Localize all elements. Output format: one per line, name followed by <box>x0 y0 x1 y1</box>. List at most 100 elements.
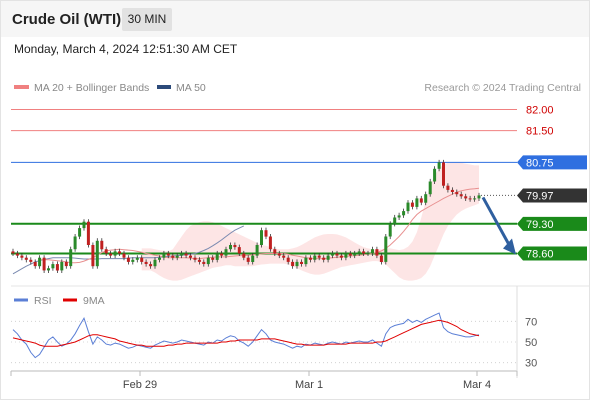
candle-body <box>308 257 312 260</box>
candle-body <box>433 168 437 182</box>
rsi-tick-label: 70 <box>525 316 537 328</box>
candle-body <box>415 198 419 207</box>
candle-body <box>149 264 153 267</box>
candle-body <box>371 249 374 254</box>
candle-body <box>450 189 454 192</box>
level-label: 80.75 <box>526 157 554 169</box>
candle-body <box>459 194 463 197</box>
rsi-panel: 70 50 30 <box>11 312 537 370</box>
candle-body <box>300 261 303 264</box>
candle-body <box>331 253 334 256</box>
candle-body <box>277 253 281 256</box>
x-tick-label: Feb 29 <box>123 379 157 391</box>
rsi-series-9MA <box>12 319 480 347</box>
level-tag-80.75: 80.75 <box>517 155 587 170</box>
candle-body <box>304 257 308 265</box>
level-tag-79.30: 79.30 <box>517 216 587 231</box>
datetime-label: Monday, March 4, 2024 12:51:30 AM CET <box>14 42 238 56</box>
candle-body <box>428 181 432 195</box>
candle-body <box>464 196 468 199</box>
x-tick-label: Mar 4 <box>463 379 491 391</box>
candle-body <box>375 249 379 256</box>
candle-body <box>282 255 286 258</box>
instrument-title: Crude Oil (WTI) <box>12 11 122 28</box>
candle-body <box>397 215 401 218</box>
level-label: 79.97 <box>526 190 554 202</box>
candle-body <box>184 253 188 256</box>
candle-body <box>446 185 450 190</box>
candle-body <box>339 255 343 258</box>
rsi-tick-label: 30 <box>525 358 537 370</box>
candle-body <box>353 253 357 256</box>
candle-body <box>60 261 64 271</box>
candle-body <box>406 202 410 212</box>
level-label: 81.50 <box>526 126 554 138</box>
candle-body <box>468 198 472 200</box>
candle-body <box>362 251 366 254</box>
candle-body <box>86 221 90 245</box>
candle-body <box>317 255 321 258</box>
candle-body <box>255 245 259 256</box>
candle-body <box>126 257 130 262</box>
candle-body <box>215 253 219 260</box>
candle-body <box>366 253 370 255</box>
candle-body <box>442 162 445 186</box>
candle-body <box>118 251 121 254</box>
candle-body <box>357 251 361 254</box>
candle-body <box>197 259 201 262</box>
candle-body <box>33 261 37 267</box>
level-label: 79.30 <box>526 219 554 231</box>
level-tag-81.50: 81.50 <box>526 126 554 138</box>
candle-body <box>260 230 263 245</box>
x-axis: Feb 29 Mar 1 Mar 4 <box>10 371 518 391</box>
header-bar: Crude Oil (WTI) 30 MIN <box>1 1 589 37</box>
level-tag-79.97: 79.97 <box>517 188 587 203</box>
candle-body <box>322 257 326 260</box>
candle-body <box>162 253 166 258</box>
candle-body <box>109 253 113 256</box>
x-tick-label: Mar 1 <box>295 379 323 391</box>
candle-body <box>477 195 481 199</box>
candle-body <box>211 257 215 260</box>
candle-body <box>131 259 135 262</box>
level-tag-bg <box>517 246 587 261</box>
candle-body <box>51 264 55 269</box>
candle-body <box>166 253 170 256</box>
candle-body <box>100 240 104 250</box>
level-tag-78.60: 78.60 <box>517 246 587 261</box>
candle-body <box>424 194 428 203</box>
candle-body <box>402 211 406 216</box>
candle-body <box>11 251 15 254</box>
candle-body <box>220 253 224 256</box>
candle-body <box>273 249 277 254</box>
candle-body <box>42 257 46 271</box>
candle-body <box>455 192 459 195</box>
candle-body <box>384 236 388 262</box>
candle-body <box>158 257 161 260</box>
timeframe-button[interactable]: 30 MIN <box>122 8 172 31</box>
ma-bb-legend-label: MA 20 + Bollinger Bands <box>34 82 149 94</box>
candle-body <box>264 230 268 237</box>
candle-body <box>229 245 232 250</box>
candle-body <box>295 261 299 267</box>
candle-body <box>393 217 397 224</box>
candle-body <box>82 221 86 229</box>
candle-body <box>233 245 237 248</box>
ma9-legend-label: 9MA <box>83 295 105 307</box>
candle-body <box>69 249 73 267</box>
candle-body <box>78 228 82 237</box>
candle-body <box>268 236 272 250</box>
candle-body <box>388 223 392 237</box>
ma50-legend-label: MA 50 <box>176 82 206 94</box>
bollinger-band <box>141 162 479 281</box>
candle-body <box>38 257 42 267</box>
rsi-series-RSI <box>12 312 480 359</box>
candle-body <box>29 259 33 262</box>
candle-body <box>189 255 192 258</box>
candle-body <box>180 253 184 256</box>
ma20-line <box>39 187 480 264</box>
candle-body <box>20 255 24 258</box>
candle-body <box>140 257 144 262</box>
